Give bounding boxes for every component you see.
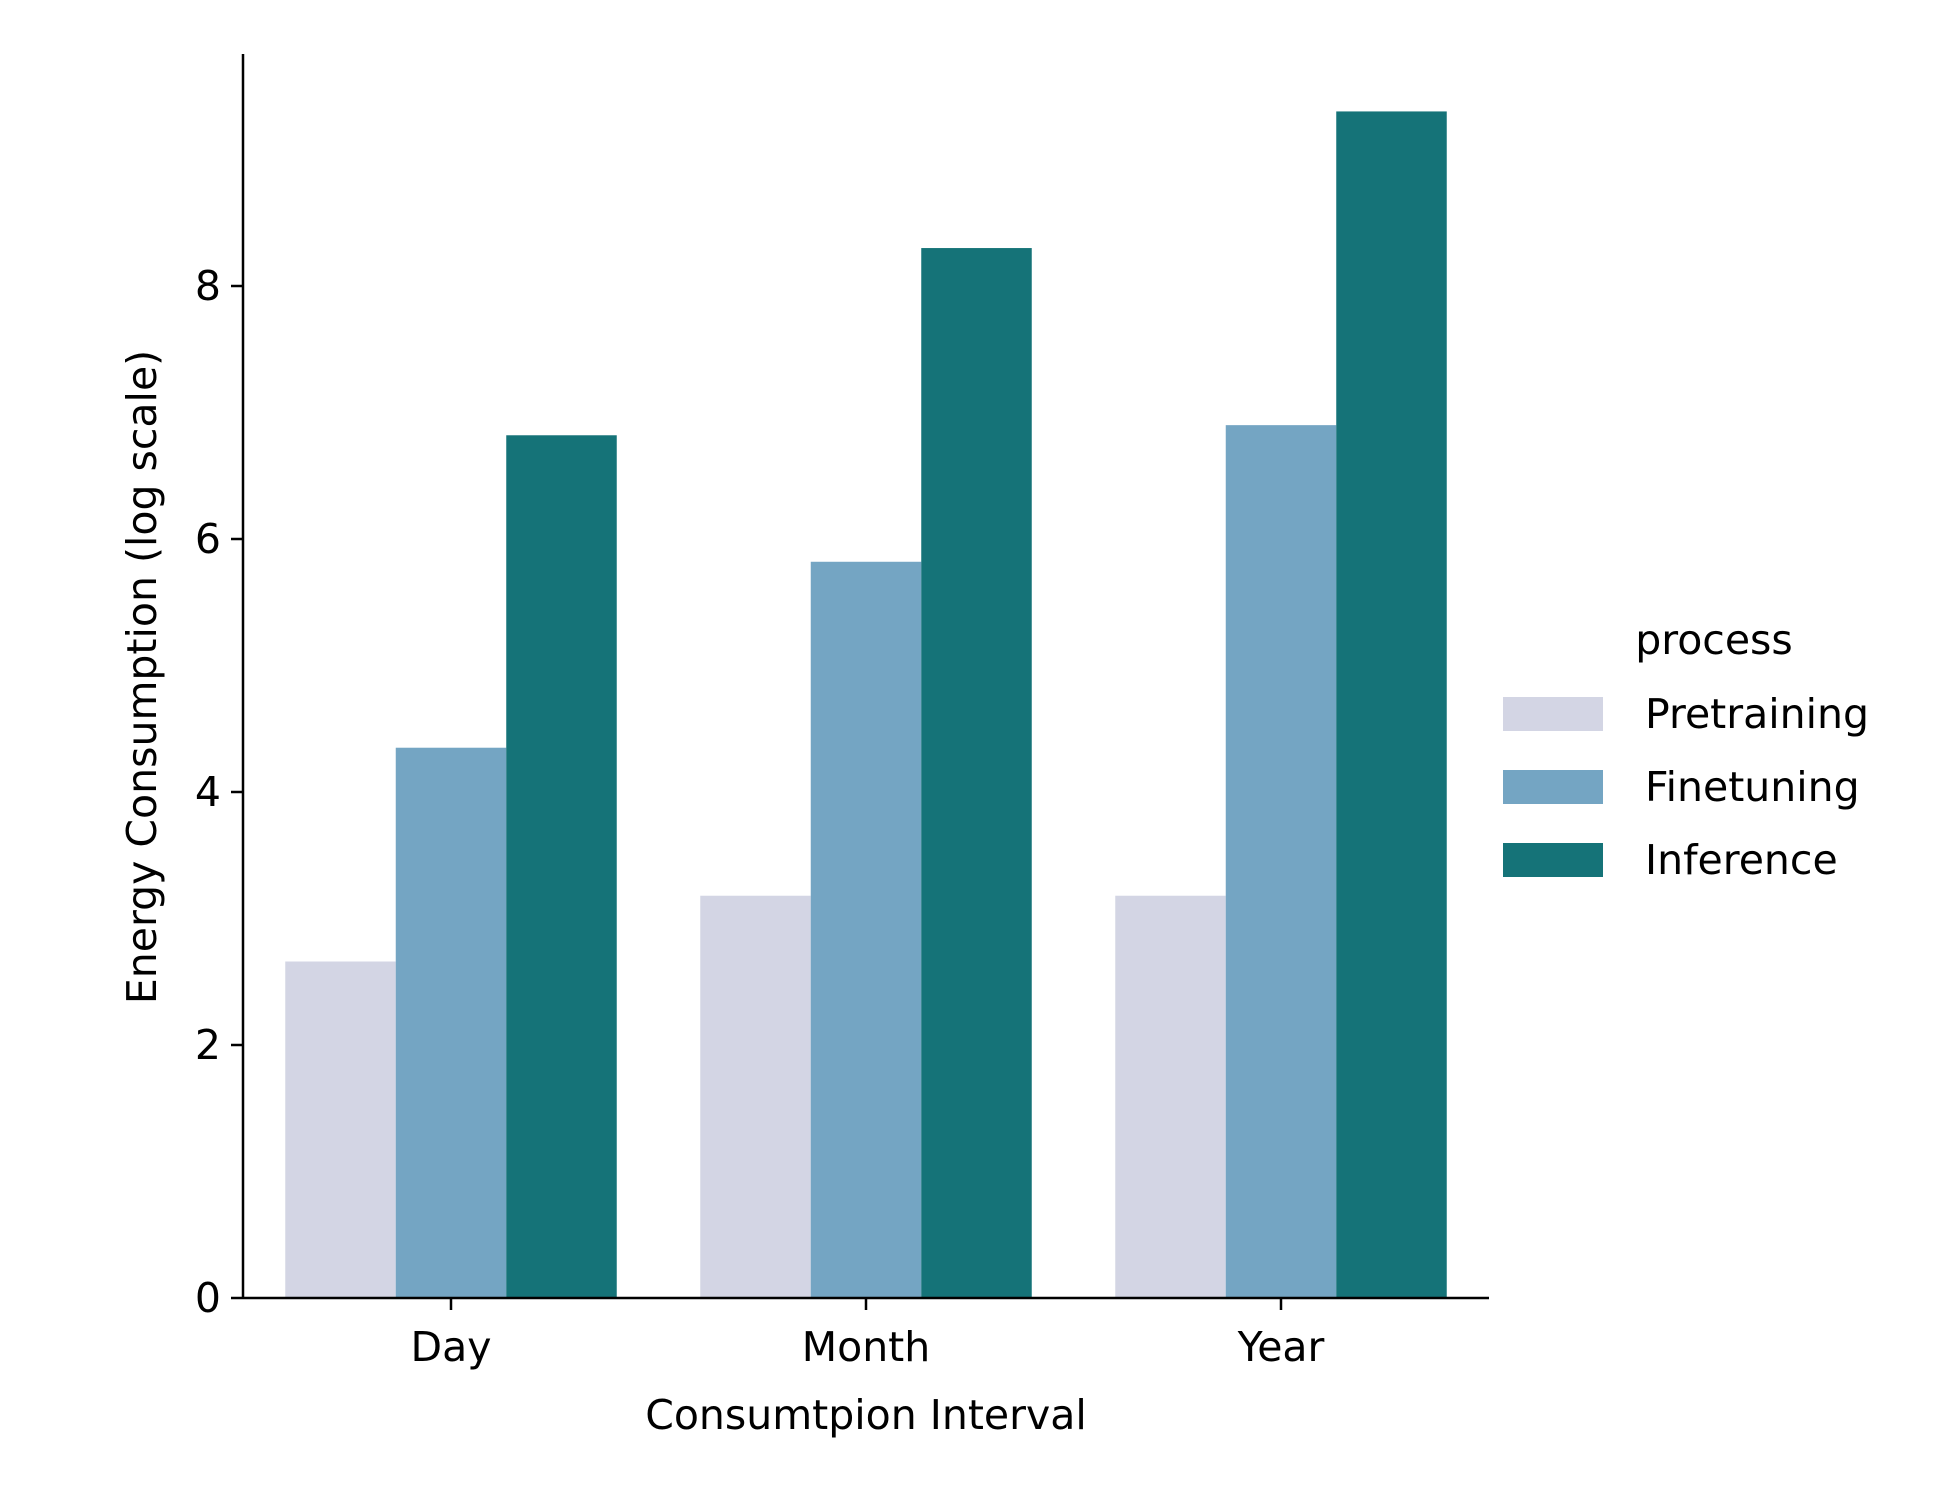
x-tick-label-year: Year [1237,1323,1325,1371]
legend-swatch-pretraining [1503,697,1603,731]
bar-finetuning-month [810,561,922,1298]
legend-title: process [1635,616,1793,664]
bar-finetuning-year [1225,425,1337,1298]
y-ticks: 0 2 4 6 8 [195,262,243,1322]
legend-label-pretraining: Pretraining [1645,690,1869,738]
x-tick-label-month: Month [802,1323,931,1371]
legend-label-inference: Inference [1645,836,1838,884]
x-tick-label-day: Day [411,1323,492,1371]
bar-pretraining-month [700,895,811,1298]
legend-swatch-inference [1503,843,1603,877]
bar-inference-day [506,435,617,1298]
bar-pretraining-day [285,961,396,1298]
y-axis-title: Energy Consumption (log scale) [118,350,166,1004]
y-tick-label: 0 [195,1274,221,1322]
legend: process Pretraining Finetuning Inference [1503,616,1869,884]
x-ticks: Day Month Year [411,1298,1325,1371]
bar-pretraining-year [1115,895,1226,1298]
bars-layer [285,111,1447,1298]
x-axis-title: Consumtpion Interval [645,1391,1087,1439]
bar-finetuning-day [395,747,507,1298]
bar-inference-year [1336,111,1447,1298]
legend-label-finetuning: Finetuning [1645,763,1860,811]
y-tick-label: 6 [195,515,221,563]
y-tick-label: 4 [195,768,221,816]
y-tick-label: 8 [195,262,221,310]
y-tick-label: 2 [195,1021,221,1069]
bar-inference-month [921,248,1032,1298]
legend-swatch-finetuning [1503,770,1603,804]
